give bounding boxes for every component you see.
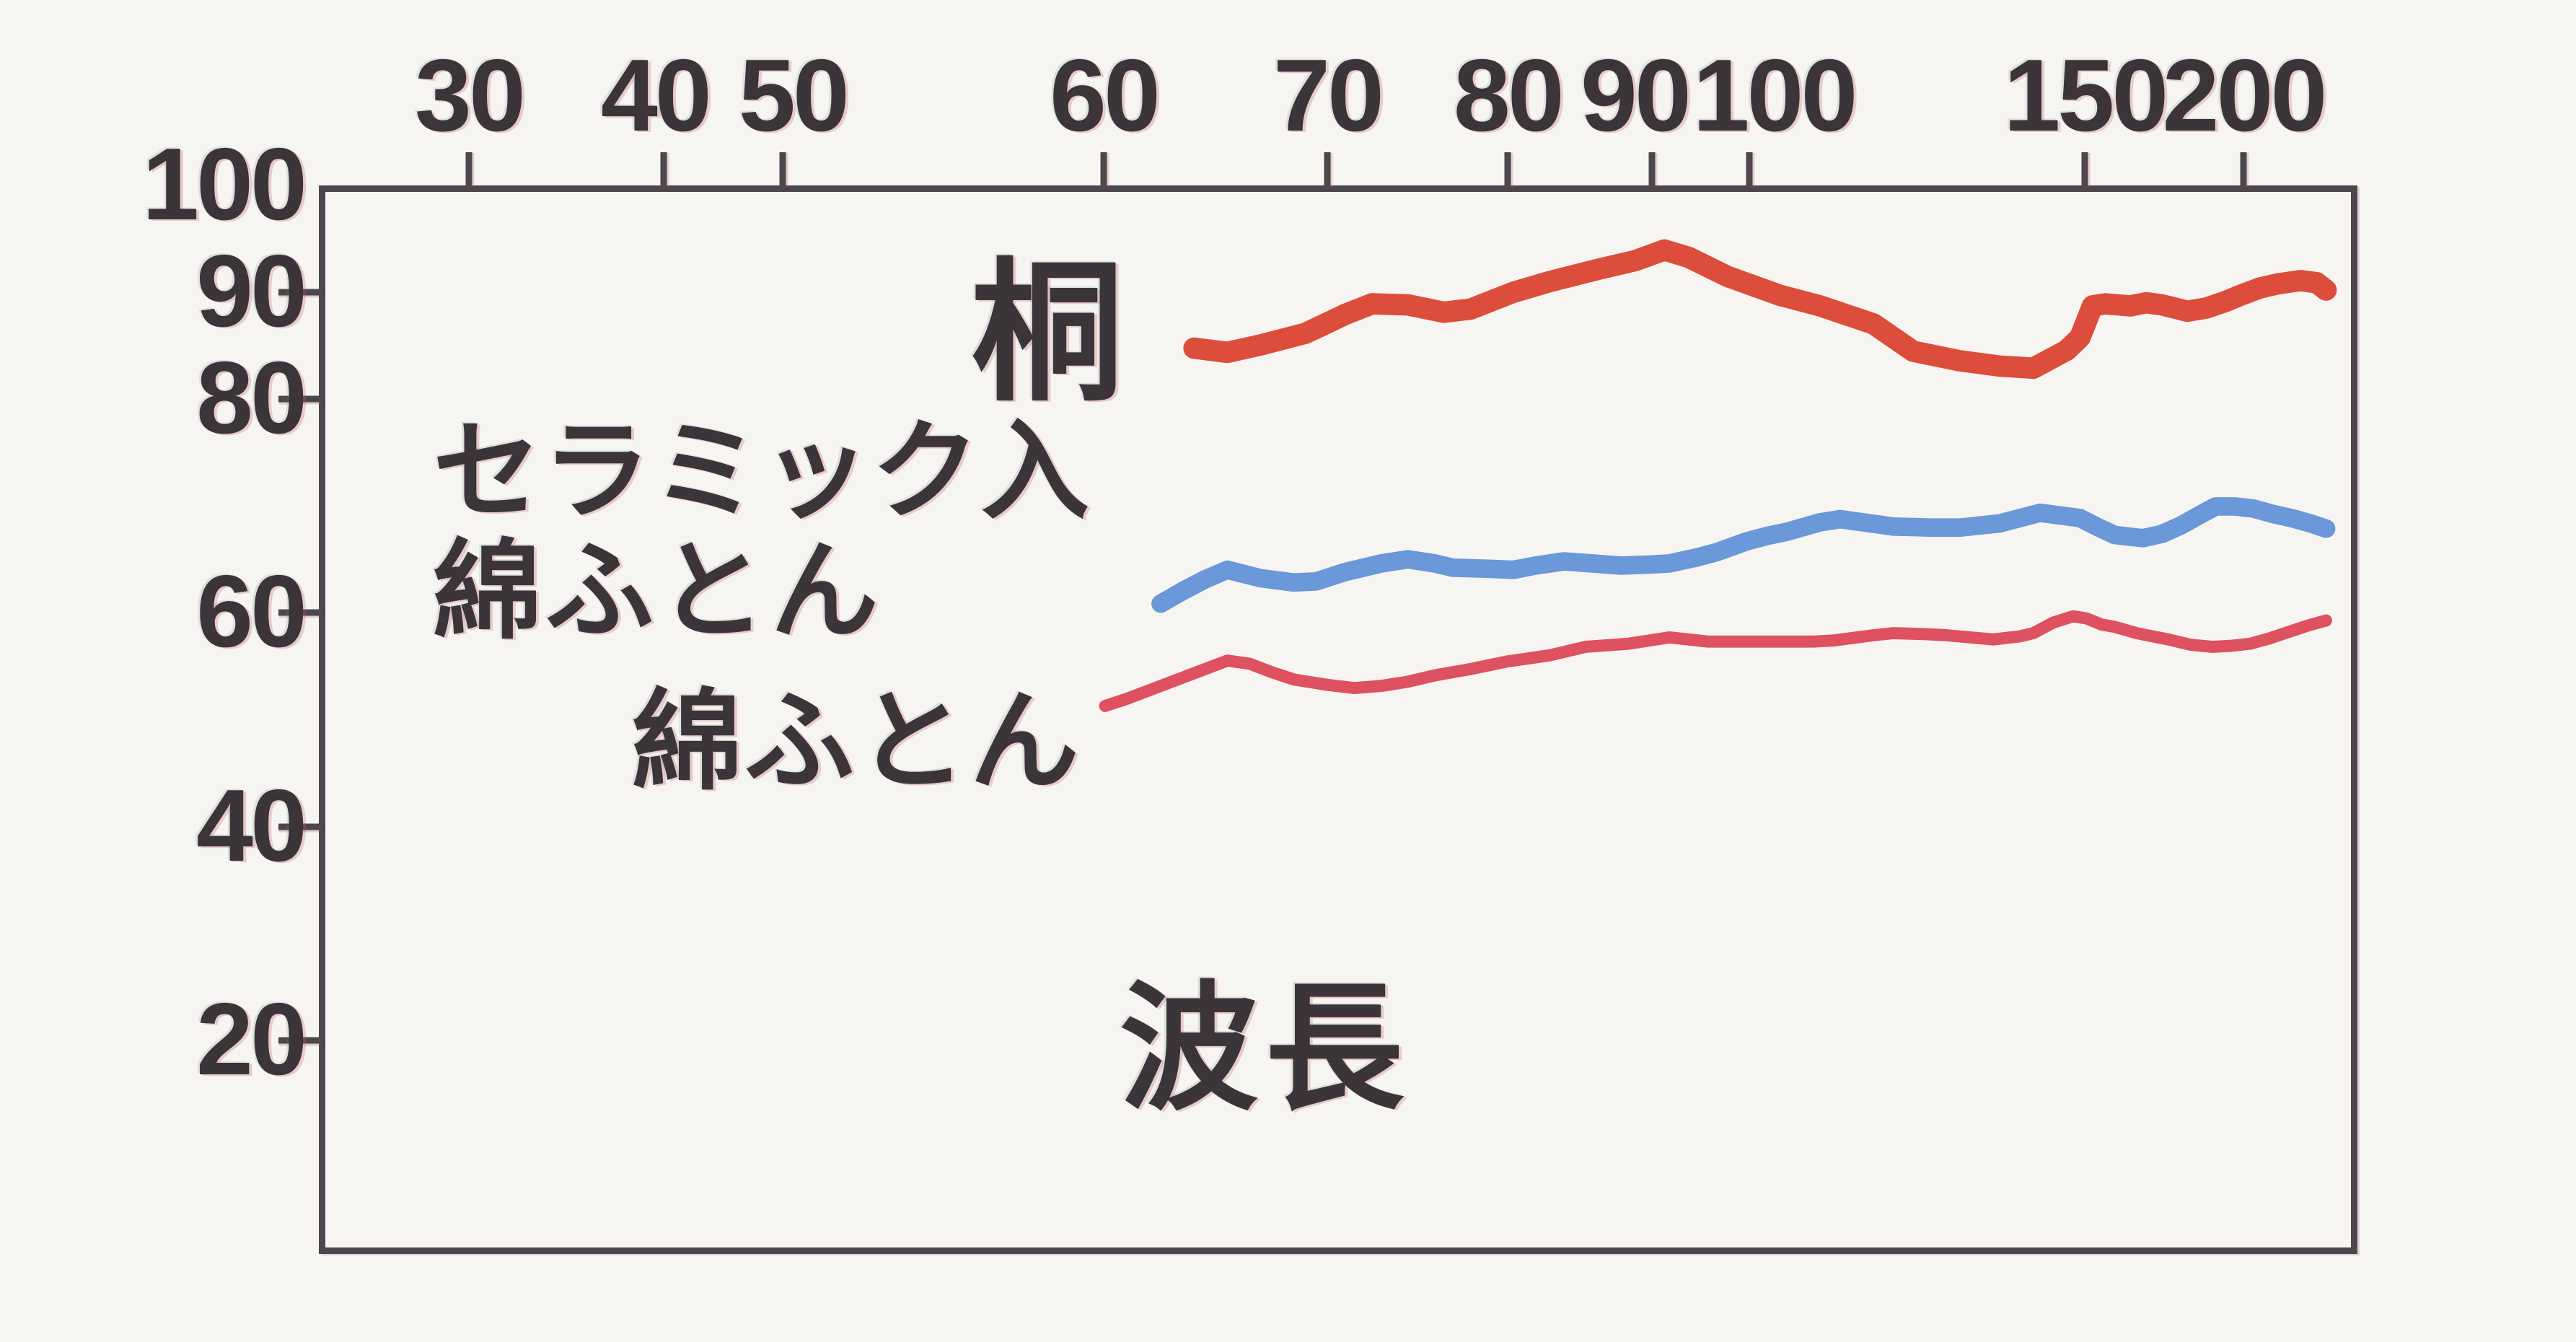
x-tick-mark-80 [1504,152,1511,186]
series-label-cotton: 綿ふとん [632,680,1082,803]
x-tick-label-50: 50 [738,38,850,153]
y-tick-mark-60 [278,609,320,616]
x-tick-mark-100 [1746,152,1753,186]
x-tick-label-150: 150 [2003,38,2168,153]
x-tick-mark-30 [465,152,472,186]
y-tick-label-80: 80 [196,341,307,456]
plot-lines-svg [1099,239,2337,712]
y-tick-mark-90 [278,289,320,296]
x-tick-label-200: 200 [2162,38,2328,153]
x-tick-label-100: 100 [1692,38,1858,153]
plot-area-frame [319,185,2357,1254]
x-tick-label-70: 70 [1273,38,1384,153]
y-tick-label-90: 90 [196,234,307,349]
x-tick-mark-200 [2240,152,2247,186]
x-tick-mark-150 [2081,152,2088,186]
y-tick-label-40: 40 [196,768,307,883]
x-tick-label-40: 40 [600,38,712,153]
y-tick-mark-20 [278,1037,320,1044]
series-label-ceramic-line2: 綿ふとん [433,530,884,652]
x-tick-mark-90 [1648,152,1656,186]
y-tick-label-60: 60 [196,554,307,670]
series-label-ceramic-line1: セラミック入 [433,411,1091,532]
x-tick-label-80: 80 [1453,38,1565,153]
y-tick-label-100: 100 [142,127,307,242]
series-label-kiri: 桐 [971,247,1124,418]
series-line-1 [1151,497,2336,613]
x-tick-mark-40 [660,152,667,186]
y-tick-mark-40 [278,823,320,830]
y-tick-mark-80 [278,395,320,403]
x-tick-mark-60 [1100,152,1107,186]
y-tick-label-20: 20 [196,981,307,1097]
x-tick-mark-50 [779,152,786,186]
x-tick-label-30: 30 [415,38,526,153]
x-tick-label-90: 90 [1580,38,1692,153]
x-tick-mark-70 [1324,152,1331,186]
x-axis-title: 波長 [1120,971,1411,1126]
x-tick-label-60: 60 [1050,38,1161,153]
series-line-2 [1099,610,2332,712]
series-line-0 [1183,239,2337,380]
